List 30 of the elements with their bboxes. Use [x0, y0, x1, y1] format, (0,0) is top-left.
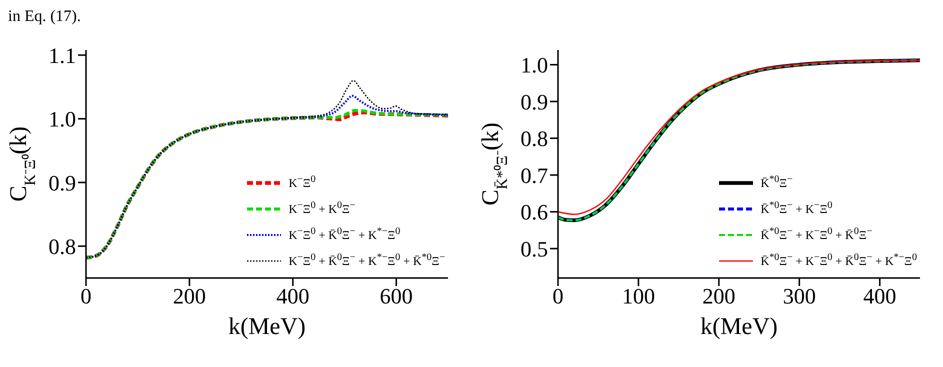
x-tick-label: 0 — [552, 284, 564, 309]
y-tick-label: 0.6 — [520, 200, 548, 225]
y-tick-label: 1.0 — [520, 52, 548, 78]
x-axis-title: k(MeV) — [700, 314, 778, 340]
x-tick-label: 400 — [863, 284, 896, 309]
y-tick-label: 0.7 — [520, 162, 548, 188]
text: K$^{−}$Ξ$^{0}$ + K̄$^{0}$Ξ$^{−}$ + K$^{*−}$Ξ$^{0}$ — [288, 226, 400, 242]
x-tick-label: 100 — [622, 284, 655, 309]
x-tick-label: 200 — [702, 284, 736, 309]
text: K̄$^{*0}$Ξ$^{−}$ + K$^{−}$Ξ$^{0}$ + K̄$^{0}$Ξ$^{−}$ — [760, 226, 872, 242]
x-axis-title: k(MeV) — [228, 314, 306, 340]
y-tick-label: 0.9 — [520, 89, 548, 114]
y-tick-label: 0.9 — [48, 170, 76, 196]
x-tick-label: 600 — [380, 284, 413, 309]
x-tick-label: 300 — [782, 284, 816, 309]
y-tick-label: 1.1 — [48, 42, 76, 68]
legend-label: K̄$^{*0}$Ξ$^{−}$ — [760, 174, 793, 191]
legend-label: K̄$^{*0}$Ξ$^{−}$ + K$^{−}$Ξ$^{0}$ — [760, 200, 832, 217]
y-tick-label: 0.5 — [520, 236, 548, 262]
legend-label: K$^{−}$Ξ$^{0}$ + K$^{0}$Ξ$^{−}$ — [288, 200, 356, 217]
x-tick-label: 0 — [80, 284, 92, 309]
text: K̄$^{*0}$Ξ$^{−}$ + K$^{−}$Ξ$^{0}$ + K̄$^{0}$Ξ$^{−}$ + K$^{*−}$Ξ$^{0}$ — [760, 252, 917, 268]
x-tick-label: 200 — [172, 284, 206, 309]
legend-label: K$^{−}$Ξ$^{0}$ — [288, 174, 316, 191]
text: in Eq. (17). — [8, 8, 82, 27]
text: K$^{−}$Ξ$^{0}$ + K̄$^{0}$Ξ$^{−}$ + K$^{*−}$Ξ$^{0}$ + K̄$^{*0}$Ξ$^{−}$ — [288, 252, 445, 268]
y-tick-label: 0.8 — [520, 126, 548, 152]
y-tick-label: 0.8 — [48, 234, 76, 259]
y-tick-label: 1.0 — [48, 106, 76, 132]
x-tick-label: 400 — [276, 284, 310, 309]
